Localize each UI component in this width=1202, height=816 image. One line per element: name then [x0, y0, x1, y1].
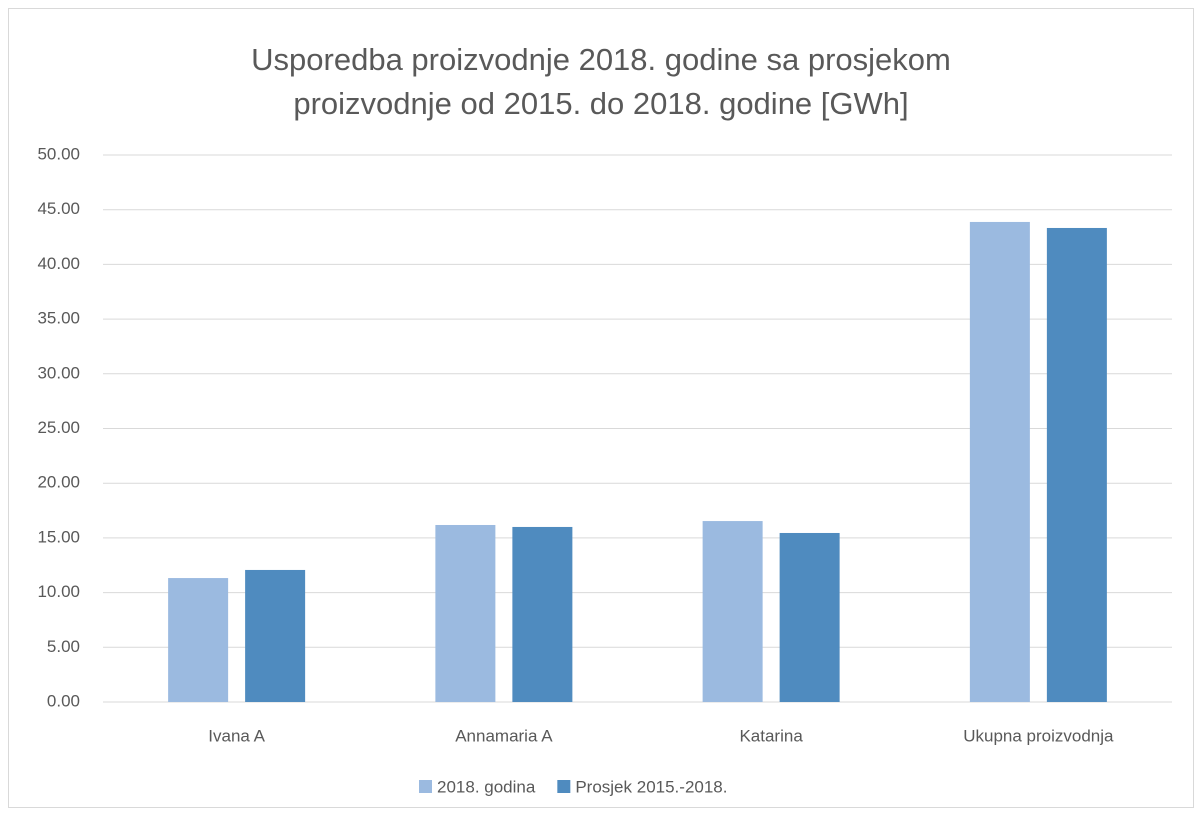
bar	[435, 524, 496, 702]
y-tick-label: 35.00	[37, 309, 80, 328]
legend-label: 2018. godina	[437, 777, 536, 796]
y-tick-label: 20.00	[37, 473, 80, 492]
x-tick-label: Katarina	[739, 726, 803, 745]
bar	[1046, 227, 1107, 703]
legend-swatch	[557, 780, 571, 793]
bar	[702, 521, 763, 702]
y-tick-label: 10.00	[37, 582, 80, 601]
legend-label: Prosjek 2015.-2018.	[575, 777, 727, 796]
y-tick-label: 0.00	[47, 691, 80, 710]
bar	[168, 578, 229, 702]
legend-swatch	[419, 780, 432, 793]
chart-title: Usporedba proizvodnje 2018. godine sa pr…	[251, 42, 951, 121]
y-tick-label: 45.00	[37, 199, 80, 218]
y-tick-label: 40.00	[37, 254, 80, 273]
y-tick-label: 15.00	[37, 527, 80, 546]
y-tick-label: 5.00	[47, 637, 80, 656]
x-tick-label: Ukupna proizvodnja	[963, 726, 1114, 745]
bar	[969, 221, 1030, 702]
x-tick-label: Ivana A	[208, 726, 265, 745]
y-tick-label: 50.00	[37, 144, 80, 163]
bar	[245, 569, 306, 702]
bar	[512, 526, 573, 702]
x-tick-label: Annamaria A	[455, 726, 553, 745]
y-tick-label: 25.00	[37, 418, 80, 437]
bar	[779, 532, 840, 702]
y-tick-label: 30.00	[37, 363, 80, 382]
